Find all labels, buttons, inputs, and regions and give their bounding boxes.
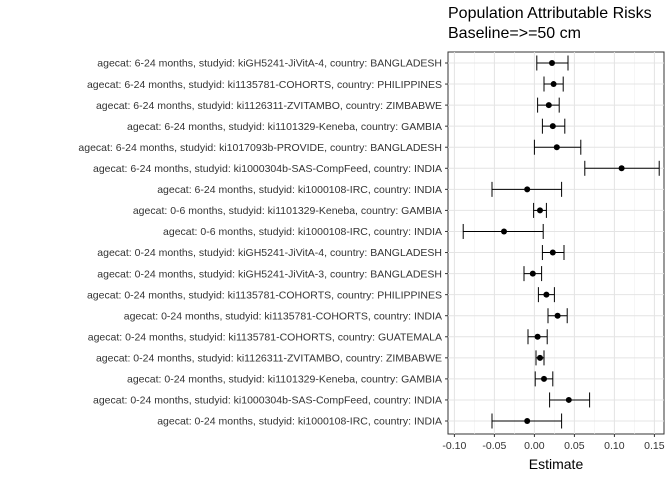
- estimate-point: [529, 270, 536, 277]
- x-tick-label: -0.10: [442, 440, 466, 452]
- estimate-point: [524, 418, 531, 424]
- estimate-point: [537, 354, 543, 361]
- y-tick-label: agecat: 0-24 months, studyid: ki1135781-…: [88, 331, 442, 343]
- estimate-point: [545, 102, 552, 109]
- x-tick-label: 0.05: [564, 440, 585, 452]
- y-tick-label: agecat: 6-24 months, studyid: ki1000304b…: [93, 163, 442, 175]
- y-axis: agecat: 6-24 months, studyid: kiGH5241-J…: [78, 58, 448, 428]
- x-tick-label: 0.10: [604, 440, 625, 452]
- estimate-point: [537, 207, 543, 214]
- y-tick-label: agecat: 6-24 months, studyid: ki1017093b…: [78, 142, 442, 154]
- estimate-point: [554, 312, 561, 319]
- y-tick-label: agecat: 0-24 months, studyid: ki1000304b…: [93, 395, 442, 407]
- estimate-point: [549, 249, 556, 256]
- x-axis-label: Estimate: [529, 456, 584, 472]
- y-tick-label: agecat: 0-6 months, studyid: ki1000108-I…: [163, 226, 442, 238]
- chart-title-block: Population Attributable Risks Baseline=>…: [448, 4, 652, 44]
- y-tick-label: agecat: 6-24 months, studyid: ki1000108-…: [157, 184, 442, 196]
- y-tick-label: agecat: 0-24 months, studyid: ki1101329-…: [127, 374, 442, 386]
- y-tick-label: agecat: 0-24 months, studyid: ki1126311-…: [96, 353, 442, 365]
- y-tick-label: agecat: 6-24 months, studyid: kiGH5241-J…: [97, 58, 442, 70]
- estimate-point: [543, 291, 550, 298]
- y-tick-label: agecat: 6-24 months, studyid: ki1135781-…: [87, 79, 442, 91]
- y-tick-label: agecat: 0-24 months, studyid: kiGH5241-J…: [97, 268, 442, 280]
- estimate-point: [524, 186, 531, 193]
- y-tick-label: agecat: 0-6 months, studyid: ki1101329-K…: [133, 205, 442, 217]
- x-axis: -0.10 -0.05 0.00 0.05 0.10 0.15: [442, 434, 665, 452]
- estimate-point: [541, 375, 547, 382]
- estimate-point: [553, 144, 560, 151]
- data-marks: [462, 55, 660, 429]
- y-tick-label: agecat: 0-24 months, studyid: ki1135781-…: [124, 310, 442, 322]
- estimate-point: [565, 396, 572, 403]
- y-tick-label: agecat: 6-24 months, studyid: ki1101329-…: [127, 121, 442, 133]
- y-tick-label: agecat: 0-24 months, studyid: ki1000108-…: [157, 416, 442, 428]
- estimate-point: [549, 60, 555, 66]
- chart-subtitle: Baseline=>=50 cm: [448, 25, 581, 42]
- estimate-point: [549, 123, 556, 130]
- panel-background: [447, 51, 665, 435]
- estimate-point: [534, 333, 541, 340]
- grid-lines: [448, 52, 664, 434]
- y-tick-label: agecat: 6-24 months, studyid: ki1126311-…: [96, 100, 442, 112]
- estimate-point: [550, 81, 557, 88]
- y-tick-label: agecat: 0-24 months, studyid: ki1135781-…: [87, 289, 442, 301]
- estimate-point: [618, 165, 625, 172]
- chart-title: Population Attributable Risks: [448, 5, 652, 22]
- x-tick-label: 0.15: [644, 440, 665, 452]
- x-tick-label: -0.05: [482, 440, 506, 452]
- x-tick-label: 0.00: [524, 440, 545, 452]
- estimate-point: [501, 228, 507, 235]
- y-tick-label: agecat: 0-24 months, studyid: kiGH5241-J…: [97, 247, 442, 259]
